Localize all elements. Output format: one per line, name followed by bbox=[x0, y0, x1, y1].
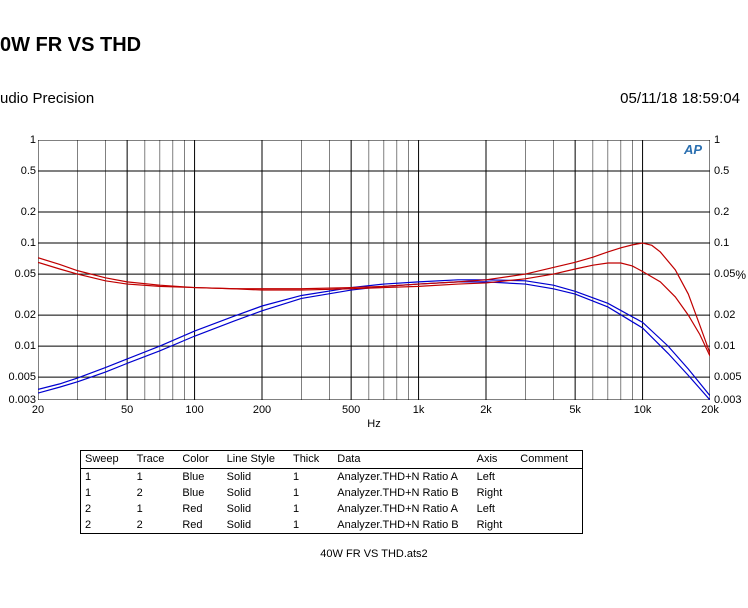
tick-label: 1k bbox=[413, 404, 425, 416]
tick-label: 0.01 bbox=[714, 340, 735, 352]
legend-header: Color bbox=[178, 451, 222, 469]
chart-title: 0W FR VS THD bbox=[0, 34, 141, 57]
filename-label: 40W FR VS THD.ats2 bbox=[0, 548, 748, 560]
legend-header: Data bbox=[333, 451, 472, 469]
tick-label: 0.05 bbox=[2, 268, 36, 280]
legend-cell bbox=[516, 485, 582, 501]
legend-row: 11BlueSolid1Analyzer.THD+N Ratio ALeft bbox=[81, 469, 582, 486]
legend-row: 22RedSolid1Analyzer.THD+N Ratio BRight bbox=[81, 517, 582, 533]
legend-cell: 1 bbox=[133, 469, 179, 486]
legend-cell: 2 bbox=[81, 517, 133, 533]
tick-label: 0.05 bbox=[714, 268, 735, 280]
tick-label: 0.005 bbox=[714, 371, 742, 383]
tick-label: 500 bbox=[342, 404, 360, 416]
tick-label: 1 bbox=[714, 134, 720, 146]
legend-cell: Solid bbox=[223, 485, 289, 501]
tick-label: 0.5 bbox=[2, 165, 36, 177]
legend-cell bbox=[516, 501, 582, 517]
legend-cell: Right bbox=[473, 485, 517, 501]
legend-cell: Right bbox=[473, 517, 517, 533]
legend-cell: Analyzer.THD+N Ratio A bbox=[333, 501, 472, 517]
legend-cell: Analyzer.THD+N Ratio B bbox=[333, 485, 472, 501]
tick-label: 0.2 bbox=[714, 206, 729, 218]
legend-cell: 2 bbox=[81, 501, 133, 517]
legend-cell: Solid bbox=[223, 517, 289, 533]
legend-header: Comment bbox=[516, 451, 582, 469]
thd-chart bbox=[38, 140, 710, 400]
tick-label: 0.2 bbox=[2, 206, 36, 218]
tick-label: 100 bbox=[185, 404, 203, 416]
tick-label: 0.02 bbox=[714, 309, 735, 321]
legend-table: SweepTraceColorLine StyleThickDataAxisCo… bbox=[80, 450, 583, 534]
legend-header: Sweep bbox=[81, 451, 133, 469]
legend-cell: 1 bbox=[81, 469, 133, 486]
legend-cell: Analyzer.THD+N Ratio B bbox=[333, 517, 472, 533]
legend-cell: Solid bbox=[223, 501, 289, 517]
legend-cell bbox=[516, 517, 582, 533]
legend-cell: Red bbox=[178, 517, 222, 533]
tick-label: 1 bbox=[2, 134, 36, 146]
tick-label: 0.1 bbox=[714, 237, 729, 249]
ap-logo: AP bbox=[684, 142, 702, 157]
legend-cell: Solid bbox=[223, 469, 289, 486]
tick-label: 5k bbox=[569, 404, 581, 416]
tick-label: 200 bbox=[253, 404, 271, 416]
legend-cell: Red bbox=[178, 501, 222, 517]
tick-label: 10k bbox=[634, 404, 652, 416]
tick-label: 2k bbox=[480, 404, 492, 416]
legend-cell: 1 bbox=[289, 469, 333, 486]
legend-cell: Blue bbox=[178, 469, 222, 486]
timestamp: 05/11/18 18:59:04 bbox=[620, 90, 740, 107]
legend-cell: Left bbox=[473, 501, 517, 517]
legend-cell: 2 bbox=[133, 517, 179, 533]
legend-header: Line Style bbox=[223, 451, 289, 469]
right-axis-unit: % bbox=[735, 268, 746, 282]
legend-cell: 2 bbox=[133, 485, 179, 501]
legend-header: Trace bbox=[133, 451, 179, 469]
legend-row: 12BlueSolid1Analyzer.THD+N Ratio BRight bbox=[81, 485, 582, 501]
tick-label: 0.1 bbox=[2, 237, 36, 249]
tick-label: 50 bbox=[121, 404, 133, 416]
chart-subtitle: udio Precision bbox=[0, 90, 94, 107]
legend-cell bbox=[516, 469, 582, 486]
tick-label: Hz bbox=[367, 418, 380, 430]
tick-label: 0.5 bbox=[714, 165, 729, 177]
tick-label: 20k bbox=[701, 404, 719, 416]
legend-cell: 1 bbox=[289, 485, 333, 501]
legend-cell: 1 bbox=[81, 485, 133, 501]
legend-cell: Blue bbox=[178, 485, 222, 501]
tick-label: 20 bbox=[32, 404, 44, 416]
tick-label: 0.01 bbox=[2, 340, 36, 352]
legend-cell: Analyzer.THD+N Ratio A bbox=[333, 469, 472, 486]
legend-cell: Left bbox=[473, 469, 517, 486]
legend-cell: 1 bbox=[289, 501, 333, 517]
legend-header: Axis bbox=[473, 451, 517, 469]
legend-cell: 1 bbox=[289, 517, 333, 533]
legend-header: Thick bbox=[289, 451, 333, 469]
tick-label: 0.02 bbox=[2, 309, 36, 321]
legend-cell: 1 bbox=[133, 501, 179, 517]
tick-label: 0.005 bbox=[2, 371, 36, 383]
legend-row: 21RedSolid1Analyzer.THD+N Ratio ALeft bbox=[81, 501, 582, 517]
